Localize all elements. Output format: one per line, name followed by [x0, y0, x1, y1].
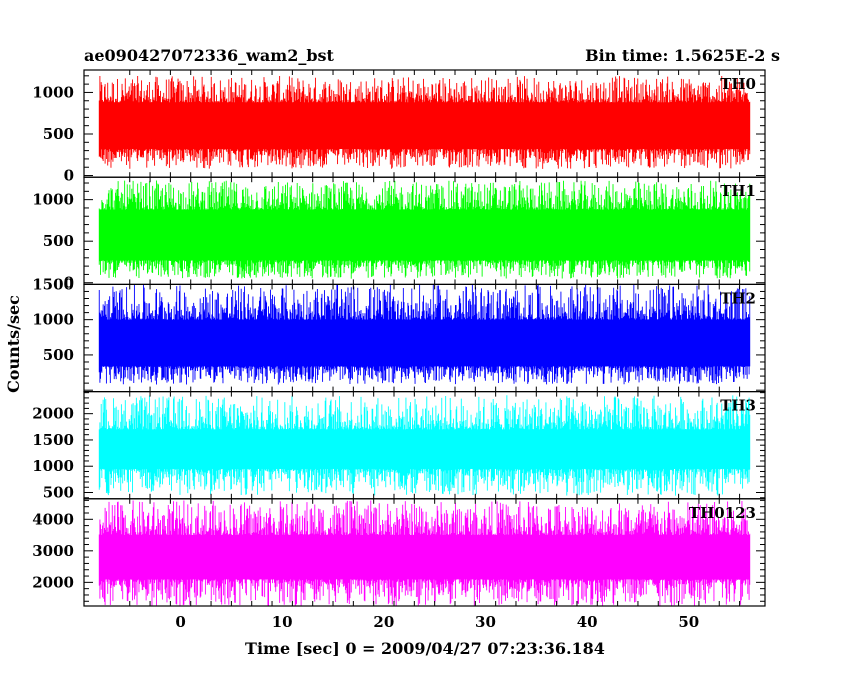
bin-time-label: Bin time: 1.5625E-2 s [585, 46, 780, 65]
x-tick-label: 50 [678, 613, 699, 631]
y-tick-label: 500 [43, 232, 74, 250]
figure-title: ae090427072336_wam2_bst [84, 46, 335, 65]
panel-th3: TH3 500 1000 1500 2000 [32, 391, 766, 501]
panel-th1: TH1 0 500 1000 [32, 176, 766, 292]
y-tick-label: 500 [43, 483, 74, 501]
panel-label-th1: TH1 [720, 182, 756, 200]
x-tick-label: 20 [373, 613, 394, 631]
x-tick-label: 0 [175, 613, 185, 631]
x-tick-label: 30 [475, 613, 496, 631]
y-tick-label: 0 [64, 274, 74, 292]
series-core-th1 [99, 209, 750, 261]
y-axis-label: Counts/sec [4, 295, 23, 393]
y-tick-label: 1500 [32, 431, 74, 449]
y-tick-label: 1000 [32, 83, 74, 101]
series-core-th3 [99, 429, 750, 469]
panel-th0123: TH0123 2000 3000 4000 [32, 498, 766, 607]
y-tick-label: 500 [43, 346, 74, 364]
panel-label-th2: TH2 [720, 289, 756, 307]
panel-th0: TH0 0 500 1000 [32, 69, 766, 185]
panel-frame [83, 498, 766, 607]
y-tick-label: 2000 [32, 405, 74, 423]
y-tick-label: 500 [43, 125, 74, 143]
series-core-th0123 [99, 535, 750, 580]
y-tick-label: 1000 [32, 191, 74, 209]
y-tick-label: 3000 [32, 542, 74, 560]
y-tick-label: 1000 [32, 311, 74, 329]
series-core-th2 [99, 319, 750, 367]
y-tick-label: 2000 [32, 573, 74, 591]
y-tick-label: 0 [64, 167, 74, 185]
series-core-th0 [99, 102, 750, 149]
y-tick-label: 4000 [32, 510, 74, 528]
y-tick-label: 1000 [32, 457, 74, 475]
panel-label-th0: TH0 [720, 75, 756, 93]
panels-group: TH005001000TH105001000TH250010001500TH35… [32, 69, 766, 631]
x-axis-label: Time [sec] 0 = 2009/04/27 07:23:36.184 [245, 639, 605, 658]
panel-th2: TH2 500 1000 1500 [32, 275, 766, 393]
panel-label-th3: TH3 [720, 397, 756, 415]
x-tick-label: 40 [577, 613, 598, 631]
y-tick-label: 1500 [32, 275, 74, 293]
x-tick-label: 10 [272, 613, 293, 631]
panel-label-th0123: TH0123 [689, 504, 756, 522]
